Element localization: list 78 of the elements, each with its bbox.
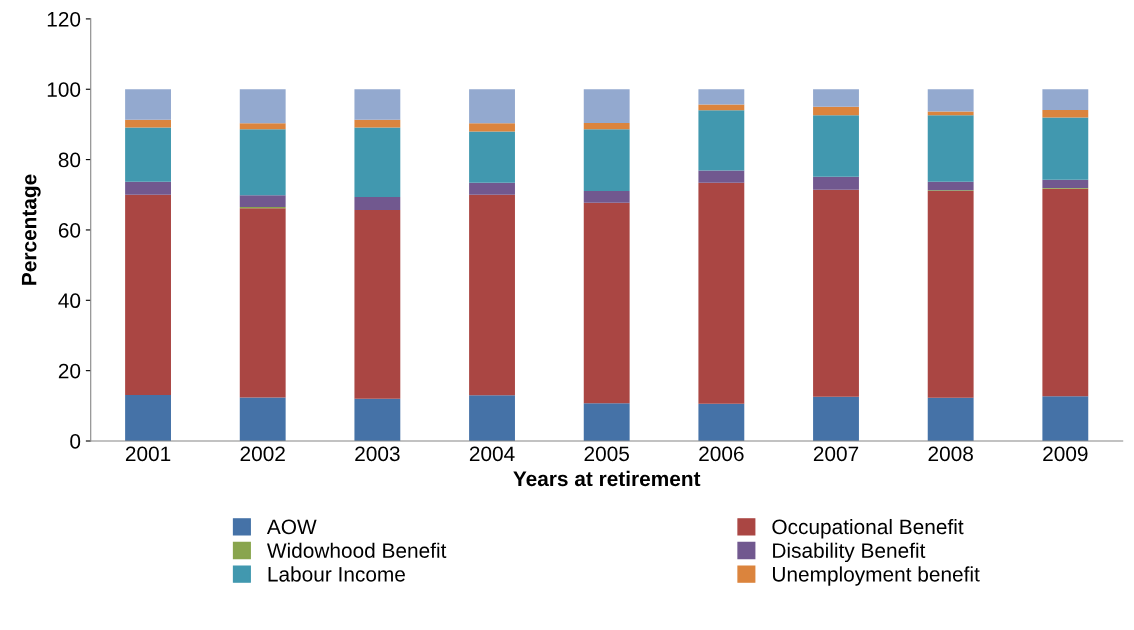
bar: [354, 196, 401, 210]
bar: [469, 123, 515, 132]
bar: [583, 202, 630, 404]
legend-label: AOW: [266, 519, 317, 535]
y-tick-label: 80: [58, 152, 81, 168]
y-axis-title: Percentage: [21, 174, 41, 285]
y-tick-label: 100: [47, 82, 81, 97]
bar: [125, 127, 171, 182]
bar: [239, 129, 286, 196]
bar: [239, 208, 286, 398]
bar: [125, 181, 171, 195]
bar: [354, 119, 401, 128]
bar: [927, 181, 974, 191]
bar: [354, 398, 401, 441]
bar: [354, 127, 401, 197]
legend-label: Widowhood Benefit: [266, 542, 447, 558]
bar: [1042, 179, 1089, 189]
bar: [125, 394, 171, 441]
bar: [583, 89, 630, 124]
bar: [698, 182, 745, 404]
bar: [469, 194, 515, 396]
bar: [583, 190, 630, 203]
legend-label: Unemployment benefit: [773, 566, 980, 586]
y-tick-label: 60: [58, 222, 81, 238]
bar: [698, 104, 745, 111]
bar: [813, 115, 859, 177]
x-tick-label: 2004: [469, 446, 515, 462]
bar: [698, 89, 745, 105]
bar: [927, 89, 974, 112]
legend-label: Occupational Benefit: [772, 518, 964, 539]
bar: [239, 397, 286, 441]
bar: [469, 395, 515, 441]
bar: [125, 194, 171, 395]
x-tick-label: 2001: [125, 446, 171, 462]
bar: [125, 89, 171, 120]
bar: [583, 129, 630, 191]
bar: [698, 110, 745, 171]
bar: [239, 123, 286, 130]
bar: [813, 189, 859, 397]
bar: [354, 209, 401, 399]
bar: [813, 106, 859, 116]
bar: [927, 115, 974, 182]
bar: [583, 403, 630, 441]
y-tick-label: 120: [47, 11, 81, 27]
y-tick-label: 0: [70, 434, 81, 449]
bar: [698, 403, 745, 441]
x-tick-label: 2007: [813, 446, 859, 462]
bar: [469, 182, 515, 195]
bar: [698, 170, 745, 183]
bar: [583, 123, 630, 130]
bar: [1042, 117, 1089, 180]
bar: [1042, 110, 1089, 118]
bar: [927, 190, 974, 398]
bar: [1042, 89, 1089, 110]
bar: [469, 89, 515, 124]
legend-label: Labour Income: [268, 566, 405, 582]
bar: [239, 195, 286, 208]
x-tick-label: 2002: [240, 446, 285, 462]
bar: [354, 89, 401, 120]
x-tick-label: 2006: [699, 446, 744, 462]
bar: [927, 397, 974, 441]
bar: [1042, 188, 1089, 397]
x-tick-label: 2003: [355, 446, 400, 462]
bar: [813, 89, 859, 107]
x-tick-label: 2008: [928, 446, 973, 462]
bar: [813, 176, 859, 190]
bar: [927, 111, 974, 116]
legend-label: Disability Benefit: [773, 542, 926, 563]
x-tick-label: 2005: [584, 446, 629, 462]
x-tick-label: 2009: [1043, 446, 1088, 462]
bar: [469, 131, 515, 183]
x-axis-title: Years at retirement: [513, 470, 701, 487]
bar: [813, 396, 859, 441]
y-tick-label: 20: [58, 363, 81, 379]
bar: [1042, 396, 1089, 441]
bar: [239, 89, 286, 124]
bar: [125, 119, 171, 128]
y-tick-label: 40: [58, 293, 81, 309]
